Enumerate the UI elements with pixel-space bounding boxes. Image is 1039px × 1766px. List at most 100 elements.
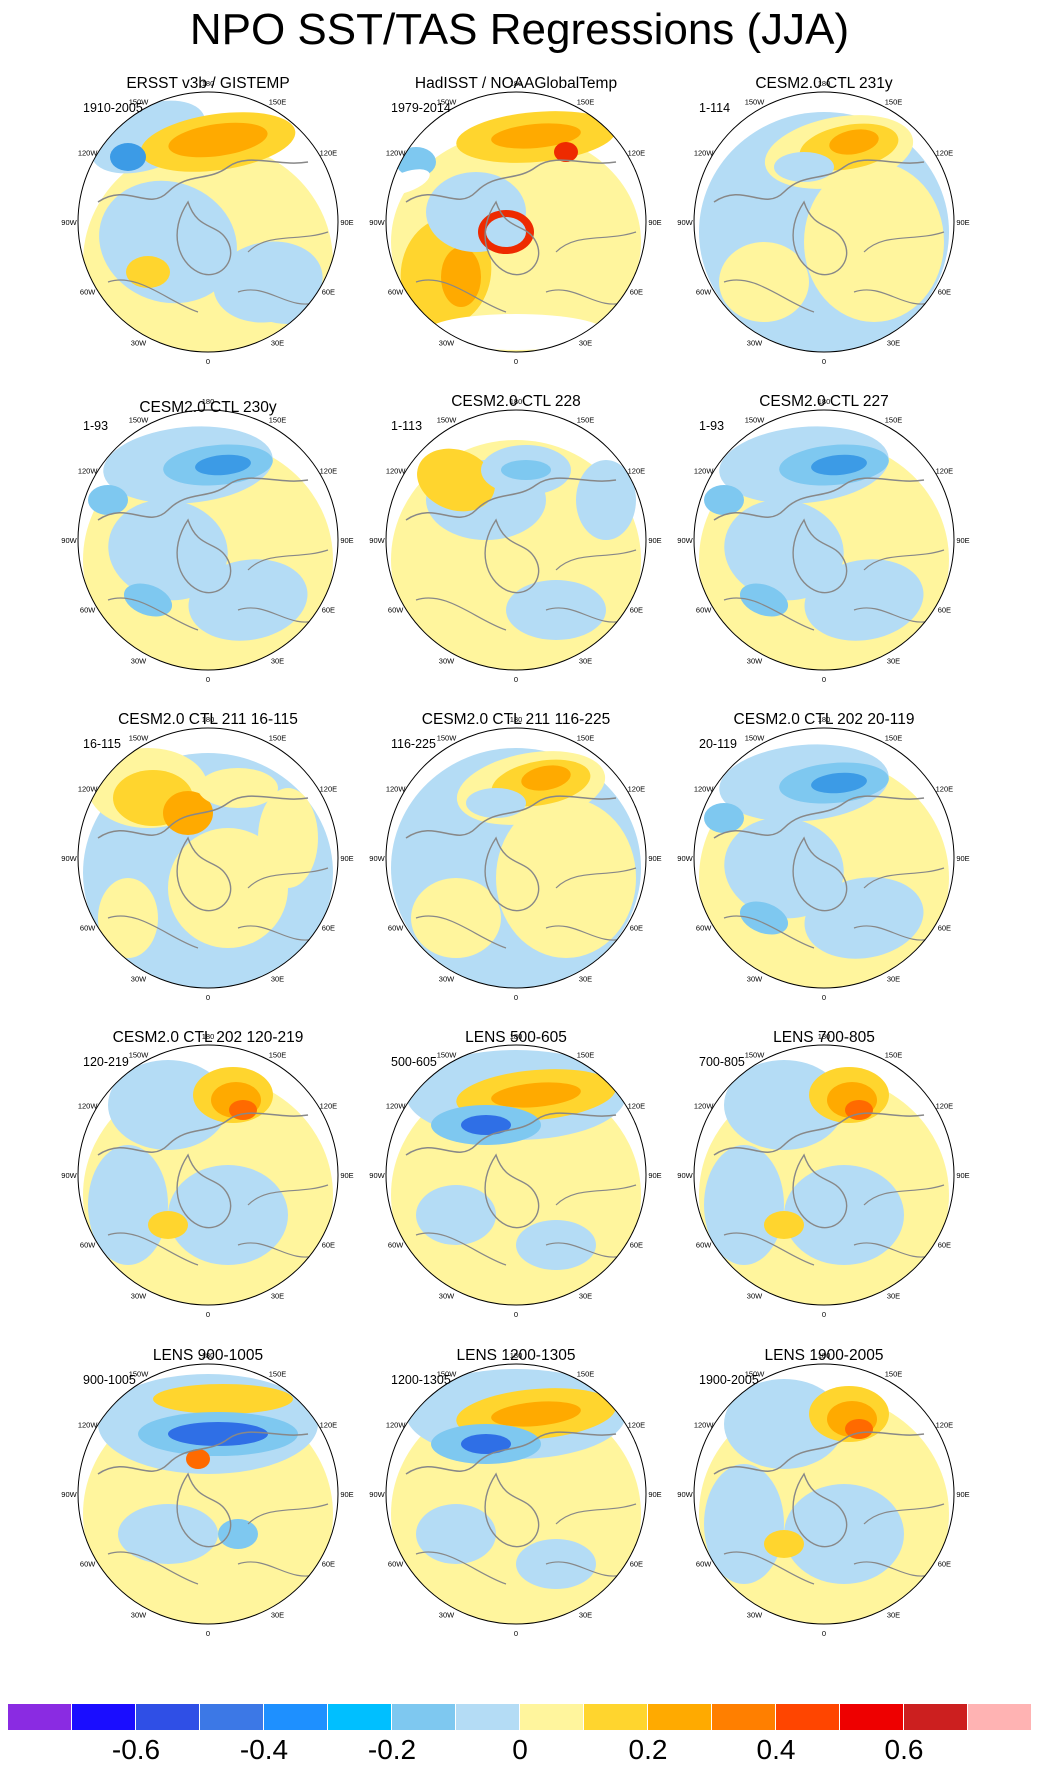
longitude-label: 120E [320, 467, 338, 476]
longitude-label: 30E [887, 1610, 900, 1619]
panel-title: CESM2.0 CTL 231y [755, 75, 893, 92]
longitude-label: 150W [129, 416, 150, 425]
panel-period: 1-93 [83, 419, 108, 433]
map-panel: 180 150E 120E 90E 60E 30E 0 30W 60W 90W 120W 150W ER… [61, 75, 353, 366]
coastline [405, 1431, 617, 1475]
longitude-label: 150W [437, 416, 458, 425]
longitude-label: 120W [694, 1421, 715, 1430]
longitude-label: 60W [388, 924, 404, 933]
longitude-label: 30E [579, 1291, 592, 1300]
longitude-label: 150E [885, 734, 903, 743]
longitude-label: 60W [696, 288, 712, 297]
colorbar-tick-label: 0 [512, 1734, 528, 1765]
panel-period: 1-93 [699, 419, 724, 433]
longitude-label: 120E [936, 467, 954, 476]
coastline [484, 1153, 540, 1229]
longitude-label: 120E [628, 1421, 646, 1430]
colorbar-swatch [904, 1704, 968, 1730]
colorbar-tick-label: -0.6 [111, 1734, 161, 1765]
panel-period: 1900-2005 [699, 1373, 759, 1387]
longitude-label: 30W [439, 974, 455, 983]
longitude-label: 0 [514, 1310, 518, 1319]
longitude-label: 150E [269, 416, 287, 425]
longitude-label: 90W [677, 218, 693, 227]
colorbar-swatch [584, 1704, 648, 1730]
longitude-label: 60W [80, 288, 96, 297]
longitude-label: 120E [320, 1102, 338, 1111]
map-panel: 180 150E 120E 90E 60E 30E 0 30W 60W 90W 120W 150W CE… [677, 75, 969, 366]
coastline [792, 1472, 848, 1548]
longitude-label: 120E [936, 149, 954, 158]
anomaly-region [195, 454, 251, 476]
longitude-label: 180 [510, 397, 523, 406]
polar-map [699, 744, 949, 988]
longitude-label: 90E [956, 854, 969, 863]
longitude-label: 120E [628, 149, 646, 158]
map-panel: 180 150E 120E 90E 60E 30E 0 30W 60W 90W 120W 150W CE… [677, 393, 969, 684]
colorbar-swatch [520, 1704, 584, 1730]
longitude-label: 60W [696, 924, 712, 933]
anomaly-region [764, 1530, 804, 1558]
colorbar-swatch [456, 1704, 520, 1730]
colorbar-swatch [72, 1704, 136, 1730]
colorbar-swatch [392, 1704, 456, 1730]
longitude-label: 120E [320, 1421, 338, 1430]
longitude-label: 60W [388, 606, 404, 615]
anomaly-region [386, 169, 430, 195]
anomaly-region [126, 256, 170, 288]
longitude-label: 90E [340, 854, 353, 863]
anomaly-region [764, 1211, 804, 1239]
coastline [484, 836, 540, 912]
anomaly-region [416, 1504, 496, 1564]
longitude-label: 60W [388, 1560, 404, 1569]
colorbar-swatch [776, 1704, 840, 1730]
longitude-label: 60E [938, 924, 951, 933]
longitude-label: 60E [630, 1241, 643, 1250]
longitude-label: 60E [938, 288, 951, 297]
longitude-label: 60E [938, 606, 951, 615]
longitude-label: 0 [514, 1629, 518, 1638]
colorbar-swatch [200, 1704, 264, 1730]
longitude-label: 30W [439, 1291, 455, 1300]
longitude-label: 120W [386, 785, 407, 794]
longitude-label: 60E [630, 924, 643, 933]
longitude-label: 30W [439, 656, 455, 665]
map-panel: 180 150E 120E 90E 60E 30E 0 30W 60W 90W 120W 150W CE… [369, 393, 661, 684]
longitude-label: 60W [80, 1241, 96, 1250]
longitude-label: 150E [885, 1370, 903, 1379]
panel-title: LENS 500-605 [465, 1029, 567, 1046]
panel-title: ERSST v3b / GISTEMP [126, 75, 289, 92]
longitude-label: 180 [202, 1032, 215, 1041]
colorbar-tick-label: -0.2 [367, 1734, 417, 1765]
colorbar-tick-label: -0.4 [239, 1734, 289, 1765]
longitude-label: 90W [61, 218, 77, 227]
anomaly-region [168, 122, 268, 158]
anomaly-region [411, 878, 501, 958]
coastline [405, 159, 617, 203]
anomaly-region [396, 147, 436, 177]
longitude-label: 180 [818, 397, 831, 406]
longitude-label: 90W [369, 218, 385, 227]
longitude-label: 150E [577, 98, 595, 107]
longitude-label: 150W [437, 98, 458, 107]
longitude-label: 90E [340, 536, 353, 545]
longitude-label: 30W [747, 656, 763, 665]
colorbar-tick-label: 0.2 [628, 1734, 668, 1765]
map-border [385, 409, 647, 671]
longitude-label: 0 [206, 357, 210, 366]
anomaly-region [501, 460, 551, 480]
coastline [97, 1431, 309, 1475]
anomaly-region [461, 1434, 511, 1454]
longitude-label: 150W [745, 1051, 766, 1060]
longitude-label: 120W [386, 1102, 407, 1111]
anomaly-region [739, 583, 789, 617]
anomaly-region [804, 559, 924, 641]
map-panels: 180 150E 120E 90E 60E 30E 0 30W 60W 90W 120W 150W ER… [61, 75, 969, 1638]
longitude-label: 150E [577, 734, 595, 743]
longitude-label: 30W [747, 338, 763, 347]
map-panel: 180 150E 120E 90E 60E 30E 0 30W 60W 90W 120W 150W LE… [369, 1029, 661, 1319]
longitude-label: 30E [579, 1610, 592, 1619]
longitude-label: 150E [577, 1370, 595, 1379]
colorbar-swatch [136, 1704, 200, 1730]
polar-map [83, 100, 333, 352]
